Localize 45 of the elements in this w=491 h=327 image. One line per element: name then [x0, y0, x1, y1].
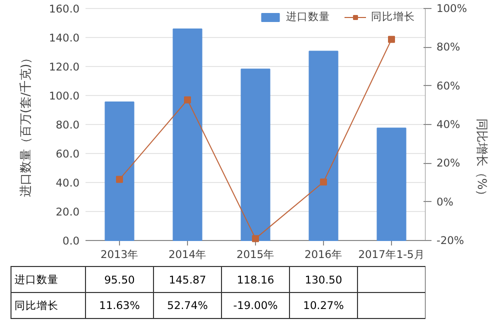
y-tick-label: 140.0 [48, 32, 80, 44]
data-label: -19.00% [233, 299, 278, 312]
y-tick-label: 120.0 [48, 60, 80, 74]
data-label: 10.27% [303, 299, 344, 312]
y2-tick-label: 100% [436, 2, 467, 15]
y2-tick-label: 0% [436, 195, 454, 208]
data-label: 95.50 [104, 274, 135, 286]
y2-axis-title: 同比增长（%） [474, 118, 489, 202]
point [184, 96, 191, 104]
x-tick-label: 2014年 [168, 248, 207, 261]
data-label: 11.63% [99, 299, 140, 312]
point [320, 178, 327, 186]
legend-label: 进口数量 [286, 10, 330, 24]
legend-label: 同比增长 [371, 10, 415, 24]
y2-tick-label: -20% [436, 234, 464, 247]
text: 进口数量 [14, 273, 58, 286]
bar [308, 50, 338, 241]
data-label: 118.16 [236, 274, 274, 286]
y-tick-label: 20.0 [56, 206, 80, 218]
y2-tick-label: 20% [436, 156, 460, 170]
y2-tick-label: 60% [436, 79, 460, 92]
point [116, 176, 123, 183]
y-tick-label: 80.0 [56, 118, 80, 132]
y-axis-title: 进口数量（百万(套/千克)） [18, 52, 32, 198]
text: 同比增长 [14, 299, 58, 312]
bar [240, 68, 270, 241]
point [388, 36, 395, 43]
y-tick-label: 100.0 [48, 90, 80, 102]
bar [376, 128, 406, 241]
y-tick-label: 0.0 [62, 234, 80, 248]
y-tick-label: 60.0 [56, 148, 80, 160]
point [252, 235, 259, 242]
x-tick-label: 2015年 [236, 248, 275, 261]
x-tick-label: 2016年 [304, 248, 343, 261]
data-label: 130.50 [304, 274, 342, 286]
y-tick-label: 160.0 [48, 2, 80, 16]
x-tick-label: 2013年 [100, 248, 139, 261]
y-tick-label: 40.0 [56, 176, 80, 190]
data-label: 52.74% [167, 299, 208, 312]
y2-tick-label: 80% [436, 40, 460, 54]
y2-tick-label: 40% [436, 118, 460, 131]
x-tick-label: 2017年1-5月 [358, 248, 425, 261]
bar [172, 28, 202, 241]
bar [104, 102, 134, 241]
data-label: 145.87 [168, 274, 206, 286]
